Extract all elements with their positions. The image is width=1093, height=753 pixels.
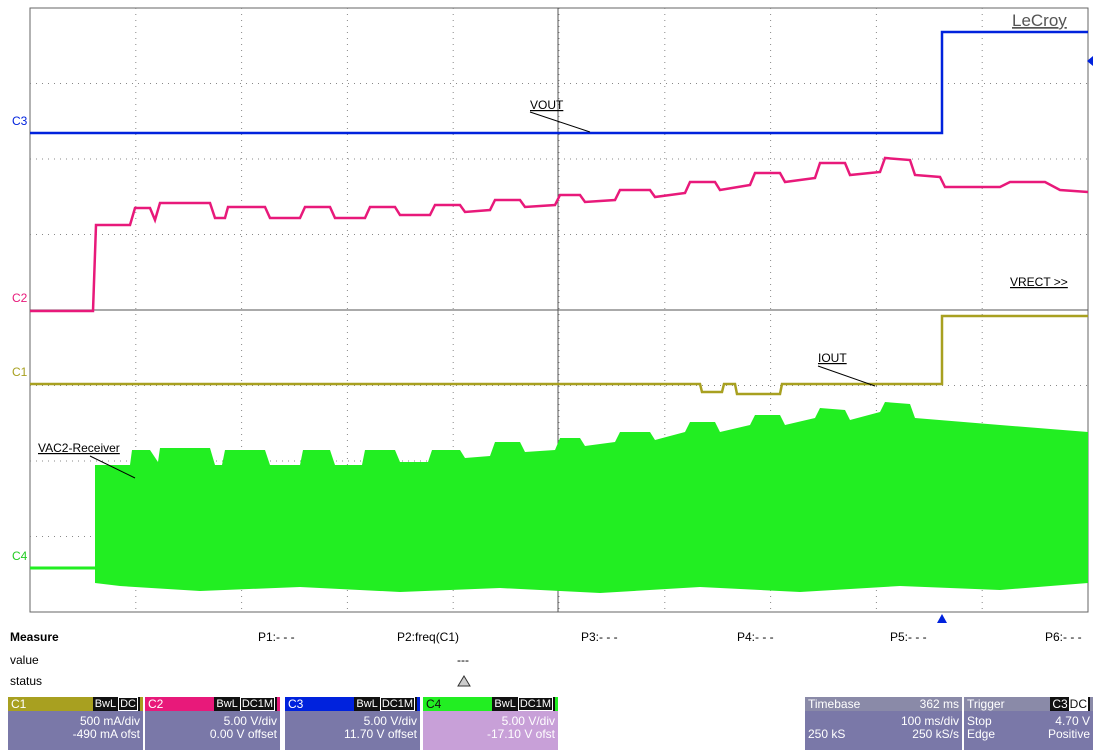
trace-c3: [30, 30, 1088, 135]
channel-offset: -17.10 V ofst: [486, 727, 555, 741]
trace-label: C2: [12, 291, 28, 305]
trace-c4: [95, 402, 1088, 593]
channel-box: C2 BwL DC1M 5.00 V/div 0.00 V offset: [145, 697, 280, 750]
measure-param: P4:- - -: [737, 630, 774, 644]
measure-param: P6:- - -: [1045, 630, 1082, 644]
tb-label: Timebase: [808, 697, 861, 711]
channel-bw: BwL: [216, 698, 238, 710]
trig-mode: Stop: [967, 714, 992, 728]
channel-name: C1: [11, 697, 27, 711]
channel-box: C3 BwL DC1M 5.00 V/div 11.70 V offset: [285, 697, 420, 750]
tb-samples: 250 kS: [808, 727, 846, 741]
trig-label: Trigger: [967, 697, 1005, 711]
value: ---: [457, 653, 469, 667]
channel-bw: BwL: [494, 698, 516, 710]
channel-tags: BwL DC1M: [214, 697, 277, 711]
trig-coupling: DC: [1068, 697, 1088, 711]
channel-tags: BwL DC: [92, 697, 140, 711]
channel-header: C3 BwL DC1M: [285, 697, 420, 711]
channel-tags: BwL DC1M: [492, 697, 555, 711]
trace-label: C4: [12, 549, 28, 563]
channel-coupling: DC: [118, 697, 138, 711]
channel-scale: 5.00 V/div: [223, 714, 277, 728]
annotation: VOUT: [530, 98, 564, 112]
channel-bw: BwL: [356, 698, 378, 710]
measure-param: P5:- - -: [890, 630, 927, 644]
channel-tags: BwL DC1M: [354, 697, 417, 711]
trace-c1: [30, 314, 1088, 396]
status-label: status: [10, 674, 43, 688]
trig-level: 4.70 V: [1055, 714, 1090, 728]
trig-type: Edge: [967, 727, 996, 741]
channel-name: C2: [148, 697, 164, 711]
warning-icon: [457, 675, 471, 687]
annotation-arrow: [89, 455, 136, 479]
value-label: value: [10, 653, 39, 667]
timebase-box: Timebase 362 ms 100 ms/div 250 kS 250 kS/s: [805, 697, 962, 750]
measure-title: Measure: [10, 630, 59, 644]
channel-box: C4 BwL DC1M 5.00 V/div -17.10 V ofst: [423, 697, 558, 750]
measure-param: P1:- - -: [258, 630, 295, 644]
trigger-marker: [937, 614, 947, 623]
channel-bw: BwL: [94, 698, 117, 710]
channel-coupling: DC1M: [239, 697, 275, 711]
trigger-box: Trigger C3 DC Stop 4.70 V Edge Positive: [964, 697, 1093, 750]
scope-display: C3 C2 C1 C4 LeCroy VOUT VRECT >> IOUT VA…: [12, 7, 1093, 623]
tb-scale: 100 ms/div: [900, 714, 959, 728]
channel-scale: 500 mA/div: [79, 714, 140, 728]
trace-label: C3: [12, 114, 28, 128]
channel-offset: 11.70 V offset: [344, 727, 417, 741]
channel-name: C3: [288, 697, 304, 711]
channel-coupling: DC1M: [517, 697, 553, 711]
annotation: VRECT >>: [1010, 275, 1068, 289]
annotation: IOUT: [818, 351, 847, 365]
trig-slope: Positive: [1047, 727, 1090, 741]
channel-name: C4: [426, 697, 442, 711]
annotation-arrow: [529, 111, 591, 133]
channel-coupling: DC1M: [379, 697, 415, 711]
trig-source: C3 DC: [1050, 697, 1090, 711]
tb-rate: 250 kS/s: [912, 727, 959, 741]
channel-scale: 5.00 V/div: [363, 714, 417, 728]
brand: LeCroy: [1012, 11, 1067, 30]
channel-header: C4 BwL DC1M: [423, 697, 558, 711]
channel-header: C2 BwL DC1M: [145, 697, 280, 711]
measure-param: P3:- - -: [581, 630, 618, 644]
channel-scale: 5.00 V/div: [501, 714, 555, 728]
level-marker: [1087, 56, 1093, 66]
annotation: VAC2-Receiver: [38, 441, 120, 455]
trace-c2: [30, 156, 1089, 313]
channel-header: C1 BwL DC: [8, 697, 143, 711]
channel-offset: -490 mA ofst: [72, 727, 140, 741]
measure-param: P2:freq(C1): [397, 630, 460, 644]
annotation-arrow: [817, 365, 876, 387]
tb-delay: 362 ms: [919, 697, 959, 711]
channel-offset: 0.00 V offset: [209, 727, 277, 741]
trig-src: C3: [1052, 697, 1068, 711]
channel-box: C1 BwL DC 500 mA/div -490 mA ofst: [8, 697, 143, 750]
trace-label: C1: [12, 365, 28, 379]
